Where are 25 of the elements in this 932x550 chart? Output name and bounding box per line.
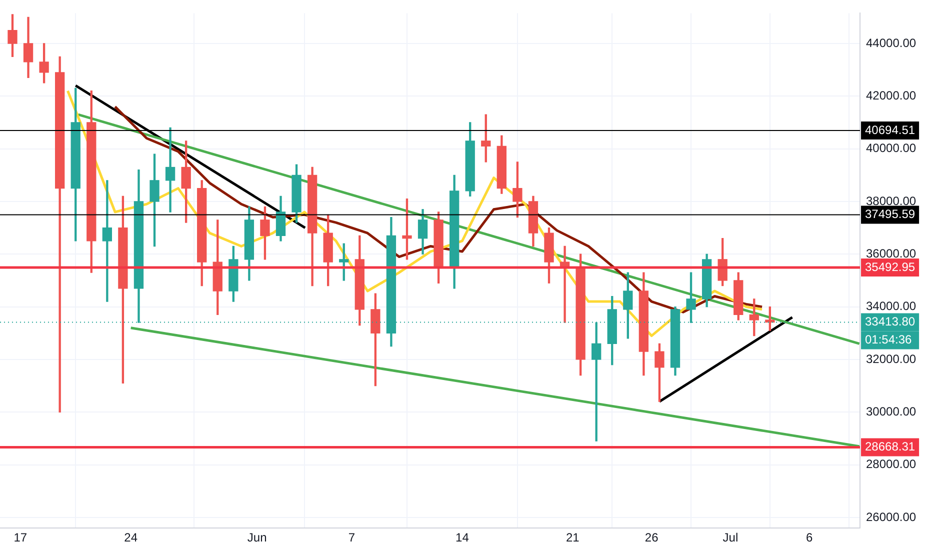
x-tick-label: 14 bbox=[456, 530, 470, 545]
x-tick-label: 17 bbox=[14, 530, 28, 545]
x-tick-label: 24 bbox=[124, 530, 138, 545]
ref-line-label: 35492.95 bbox=[865, 260, 916, 274]
text: 01:54:36 bbox=[865, 332, 912, 347]
y-tick-label: 32000.00 bbox=[866, 352, 916, 366]
y-tick-label: 34000.00 bbox=[866, 299, 916, 314]
ref-line-label: 37495.59 bbox=[865, 207, 916, 222]
y-tick-label: 30000.00 bbox=[866, 404, 916, 418]
x-tick-label: 6 bbox=[806, 530, 814, 545]
x-tick-label: 7 bbox=[348, 530, 356, 545]
x-tick-label: 26 bbox=[644, 530, 659, 545]
ref-line-label: 33413.80 bbox=[865, 314, 916, 329]
x-tick-label: 21 bbox=[566, 530, 580, 545]
y-tick-label: 44000.00 bbox=[866, 36, 916, 50]
y-tick-label: 36000.00 bbox=[866, 246, 916, 260]
x-tick-label: Jun bbox=[247, 530, 267, 545]
x-tick-label: Jul bbox=[722, 530, 738, 545]
y-tick-label: 42000.00 bbox=[866, 88, 916, 102]
y-tick-label: 28000.00 bbox=[866, 457, 916, 472]
ref-line-label: 28668.31 bbox=[865, 440, 916, 454]
y-tick-label: 40000.00 bbox=[866, 141, 916, 156]
ref-line-label: 40694.51 bbox=[865, 122, 916, 137]
y-tick-label: 38000.00 bbox=[866, 194, 916, 208]
y-tick-label: 26000.00 bbox=[866, 510, 916, 524]
